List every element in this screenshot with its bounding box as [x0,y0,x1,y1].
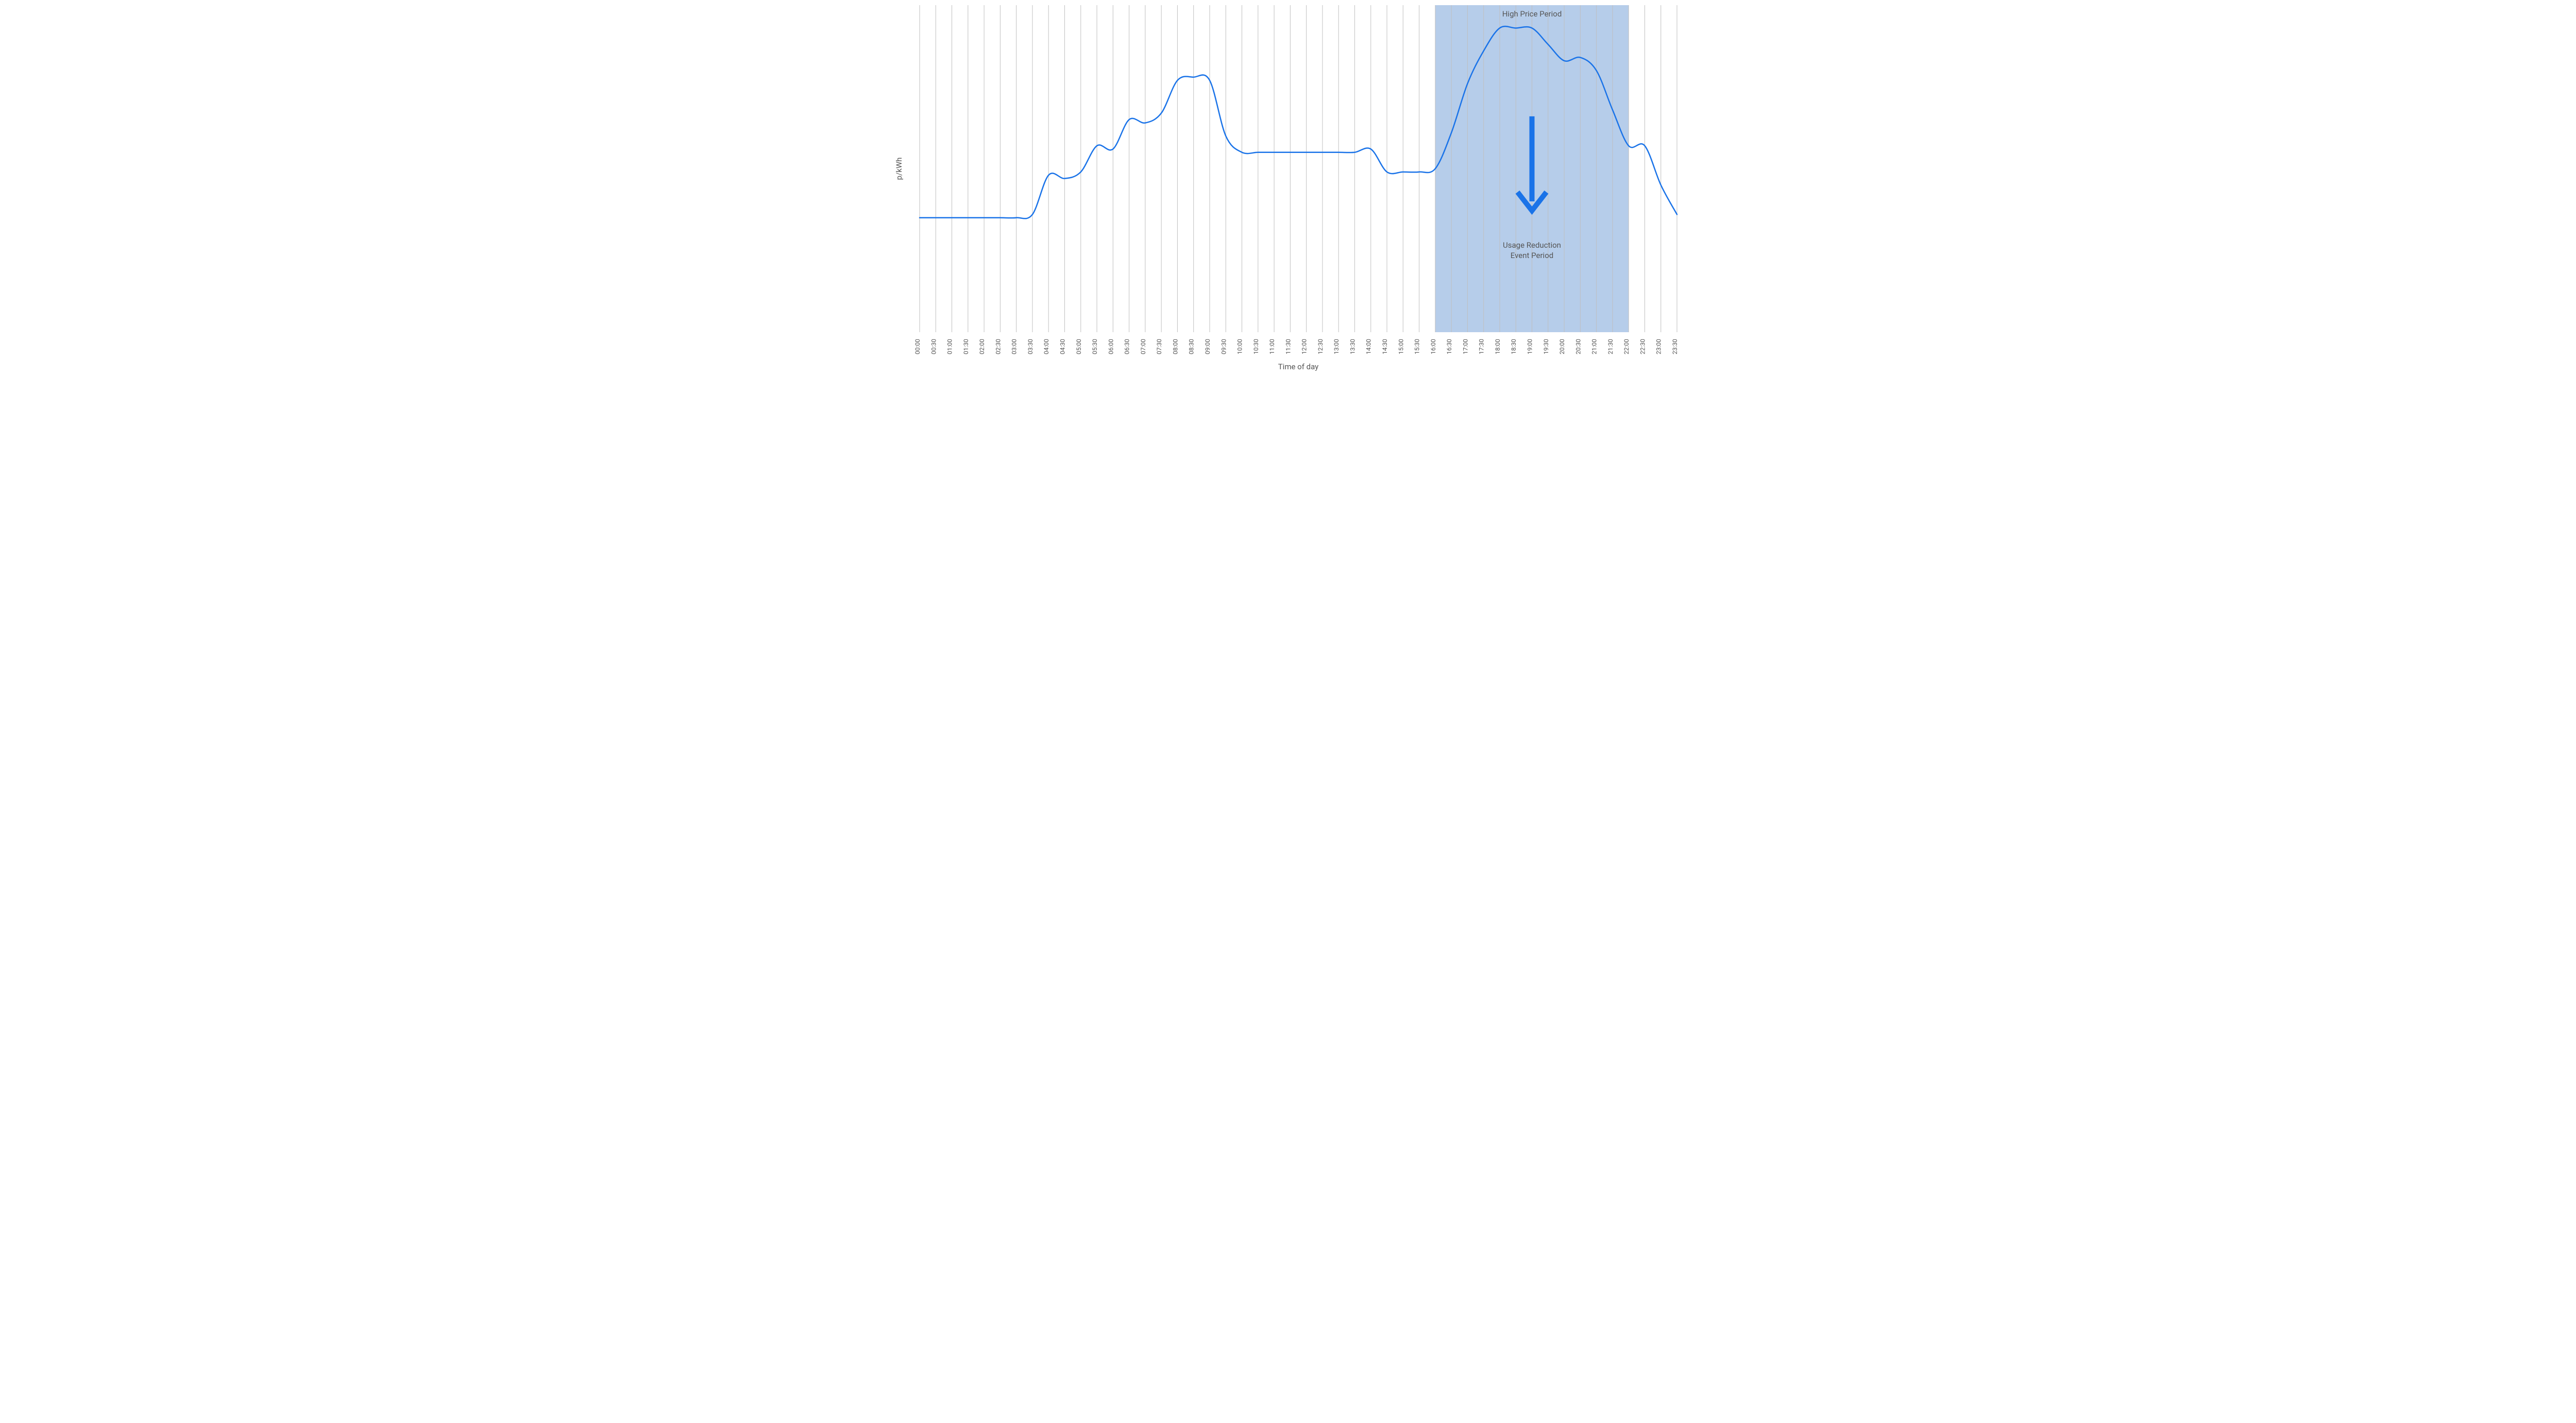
x-tick-label: 18:30 [1510,339,1517,354]
x-tick-label: 12:00 [1301,339,1308,354]
x-tick-label: 07:00 [1140,339,1147,354]
x-tick-label: 05:00 [1075,339,1082,354]
highlight-subtitle-line1: Usage Reduction [1503,241,1561,250]
x-tick-label: 07:30 [1156,339,1163,354]
x-tick-label: 19:00 [1527,339,1534,354]
x-tick-label: 00:00 [914,339,921,354]
x-tick-label: 23:00 [1655,339,1663,354]
x-tick-label: 04:30 [1059,339,1066,354]
x-tick-label: 20:00 [1558,339,1566,354]
x-tick-label: 04:00 [1043,339,1050,354]
x-tick-label: 03:00 [1011,339,1018,354]
x-tick-label: 20:30 [1574,339,1582,354]
x-tick-label: 15:30 [1414,339,1421,354]
x-axis-label: Time of day [1278,362,1319,371]
highlight-title: High Price Period [1502,9,1562,19]
chart-container: 00:00 00:30 01:00 01:30 02:00 02:30 03:00 03:30… [891,0,1685,386]
x-tick-label: 02:30 [994,339,1002,354]
x-tick-label: 15:00 [1397,339,1404,354]
x-tick-label: 16:30 [1446,339,1453,354]
x-tick-label: 05:30 [1091,339,1098,354]
x-tick-label: 21:00 [1591,339,1598,354]
x-tick-label: 23:30 [1671,339,1679,354]
x-tick-label: 10:30 [1252,339,1260,354]
x-tick-label: 14:30 [1381,339,1388,354]
x-tick-label: 22:00 [1623,339,1630,354]
x-tick-label: 11:00 [1268,339,1276,354]
x-tick-label: 08:30 [1188,339,1195,354]
x-tick-label: 09:30 [1220,339,1227,354]
x-tick-label: 06:00 [1107,339,1114,354]
x-tick-label: 13:30 [1349,339,1356,354]
x-tick-label: 09:00 [1204,339,1211,354]
x-tick-label: 18:00 [1494,339,1501,354]
x-tick-label: 21:30 [1607,339,1614,354]
x-tick-label: 17:30 [1478,339,1485,354]
x-tick-label: 14:00 [1365,339,1372,354]
x-tick-label: 01:00 [946,339,954,354]
x-tick-label: 16:00 [1430,339,1437,354]
x-tick-label: 00:30 [930,339,937,354]
x-tick-label: 01:30 [962,339,970,354]
x-tick-label: 11:30 [1284,339,1292,354]
x-tick-label: 17:00 [1462,339,1469,354]
x-tick-label: 19:30 [1543,339,1550,354]
x-tick-label: 10:00 [1236,339,1244,354]
x-tick-label: 03:30 [1027,339,1034,354]
x-tick-label: 08:00 [1172,339,1179,354]
x-tick-label: 13:00 [1333,339,1340,354]
x-tick-label: 22:30 [1639,339,1646,354]
highlight-subtitle-line2: Event Period [1511,251,1553,260]
x-tick-label: 02:00 [978,339,986,354]
chart-svg: 00:00 00:30 01:00 01:30 02:00 02:30 03:00 03:30… [891,0,1685,386]
y-axis-label: p/kWh [894,158,904,180]
x-tick-label: 06:30 [1124,339,1131,354]
x-tick-label: 12:30 [1317,339,1324,354]
